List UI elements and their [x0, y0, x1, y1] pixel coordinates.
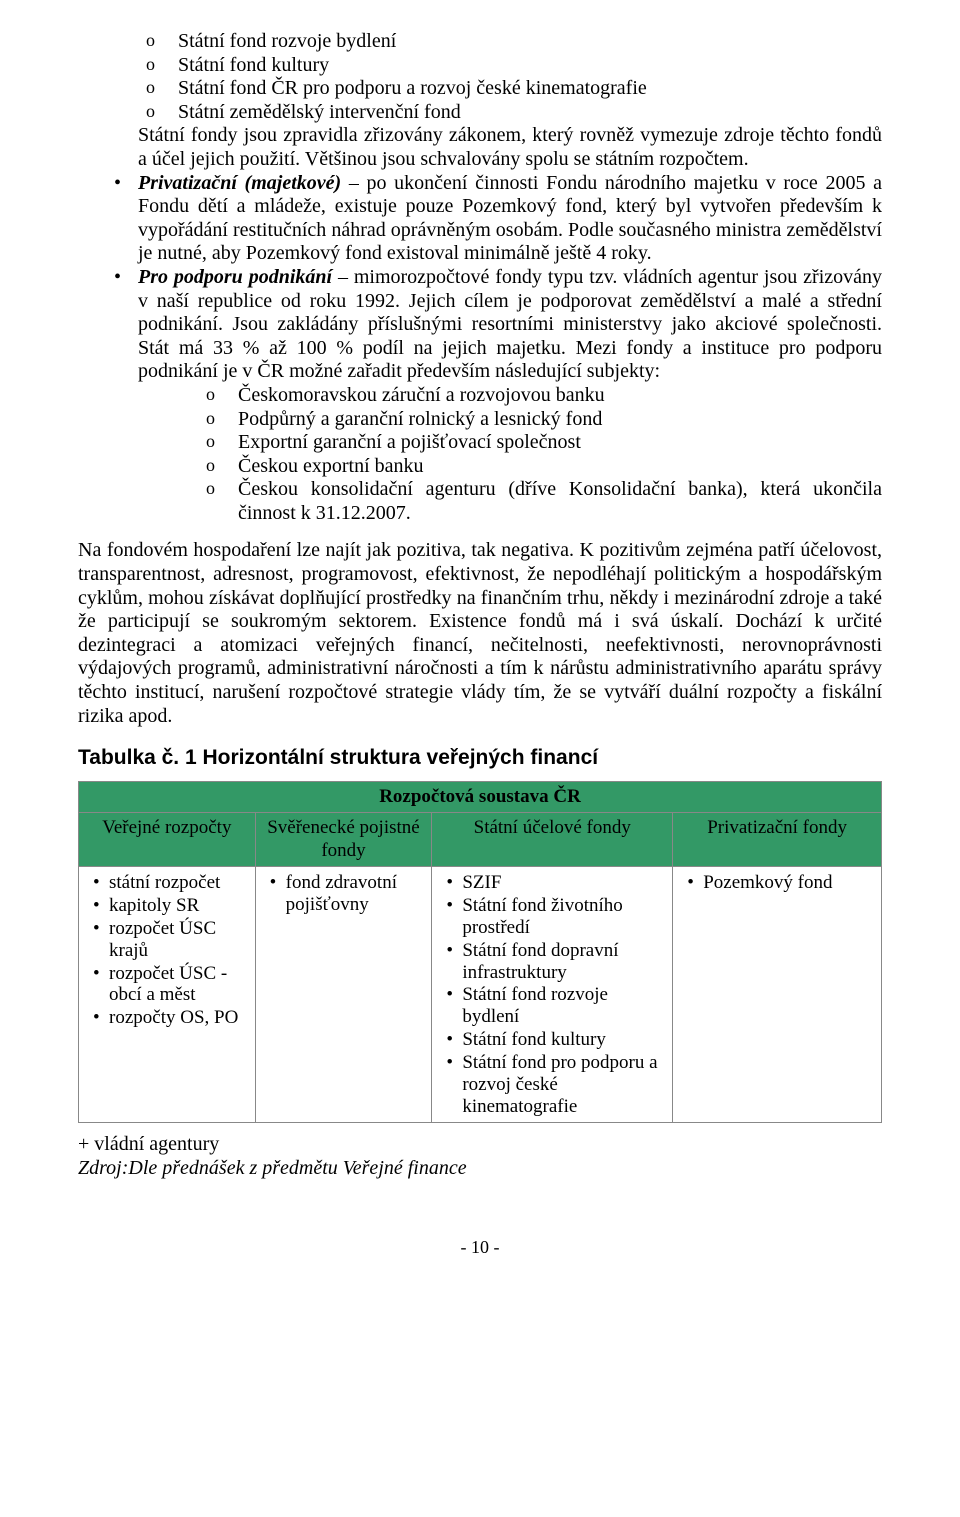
document-page: Státní fond rozvoje bydlení Státní fond …: [0, 0, 960, 1278]
table-main-header: Rozpočtová soustava ČR: [79, 781, 882, 812]
table-header-row: Rozpočtová soustava ČR: [79, 781, 882, 812]
list-item: Státní fond rozvoje bydlení: [78, 30, 882, 54]
bullet-lead: Privatizační (majetkové): [138, 172, 341, 194]
main-bullets: Privatizační (majetkové) – po ukončení č…: [78, 172, 882, 526]
footer-agencies: + vládní agentury: [78, 1133, 882, 1157]
table-cell: SZIF Státní fond životního prostředí Stá…: [432, 867, 673, 1123]
structure-table: Rozpočtová soustava ČR Veřejné rozpočty …: [78, 781, 882, 1124]
col-header: Privatizační fondy: [673, 813, 882, 867]
list-item: Českou exportní banku: [138, 455, 882, 479]
cell-item: Státní fond pro podporu a rozvoj české k…: [438, 1052, 666, 1118]
table-subheader-row: Veřejné rozpočty Svěřenecké pojistné fon…: [79, 813, 882, 867]
cell-item: rozpočet ÚSC -obcí a měst: [85, 963, 249, 1007]
state-funds-list: Státní fond rozvoje bydlení Státní fond …: [78, 30, 882, 124]
bullet-lead: Pro podporu podnikání: [138, 266, 332, 288]
footer-source: Zdroj:Dle přednášek z předmětu Veřejné f…: [78, 1157, 882, 1181]
cell-item: kapitoly SR: [85, 895, 249, 917]
funds-continuation-text: Státní fondy jsou zpravidla zřizovány zá…: [78, 124, 882, 171]
cell-item: Státní fond životního prostředí: [438, 895, 666, 939]
cell-list: fond zdravotní pojišťovny: [262, 872, 426, 916]
page-number: - 10 -: [78, 1237, 882, 1258]
col-header: Veřejné rozpočty: [79, 813, 256, 867]
col-header: Státní účelové fondy: [432, 813, 673, 867]
cell-list: státní rozpočet kapitoly SR rozpočet ÚSC…: [85, 872, 249, 1029]
list-item: Českou konsolidační agenturu (dříve Kons…: [138, 478, 882, 525]
cell-list: Pozemkový fond: [679, 872, 875, 894]
col-header: Svěřenecké pojistné fondy: [255, 813, 432, 867]
table-cell: Pozemkový fond: [673, 867, 882, 1123]
cell-item: Pozemkový fond: [679, 872, 875, 894]
support-bullet: Pro podporu podnikání – mimorozpočtové f…: [78, 266, 882, 526]
support-sublist: Českomoravskou záruční a rozvojovou bank…: [138, 384, 882, 526]
cell-item: státní rozpočet: [85, 872, 249, 894]
table-cell: fond zdravotní pojišťovny: [255, 867, 432, 1123]
cell-item: rozpočty OS, PO: [85, 1007, 249, 1029]
list-item: Českomoravskou záruční a rozvojovou bank…: [138, 384, 882, 408]
table-cell: státní rozpočet kapitoly SR rozpočet ÚSC…: [79, 867, 256, 1123]
table-title: Tabulka č. 1 Horizontální struktura veře…: [78, 746, 882, 771]
cell-item: Státní fond rozvoje bydlení: [438, 984, 666, 1028]
table-data-row: státní rozpočet kapitoly SR rozpočet ÚSC…: [79, 867, 882, 1123]
list-item: Státní fond ČR pro podporu a rozvoj česk…: [78, 77, 882, 101]
list-item: Státní zemědělský intervenční fond: [78, 101, 882, 125]
cell-item: fond zdravotní pojišťovny: [262, 872, 426, 916]
privatisation-bullet: Privatizační (majetkové) – po ukončení č…: [78, 172, 882, 266]
cell-item: Státní fond kultury: [438, 1029, 666, 1051]
cell-item: Státní fond dopravní infrastruktury: [438, 940, 666, 984]
list-item: Exportní garanční a pojišťovací společno…: [138, 431, 882, 455]
cell-item: rozpočet ÚSC krajů: [85, 918, 249, 962]
cell-item: SZIF: [438, 872, 666, 894]
list-item: Státní fond kultury: [78, 54, 882, 78]
cell-list: SZIF Státní fond životního prostředí Stá…: [438, 872, 666, 1117]
summary-paragraph: Na fondovém hospodaření lze najít jak po…: [78, 539, 882, 728]
list-item: Podpůrný a garanční rolnický a lesnický …: [138, 408, 882, 432]
